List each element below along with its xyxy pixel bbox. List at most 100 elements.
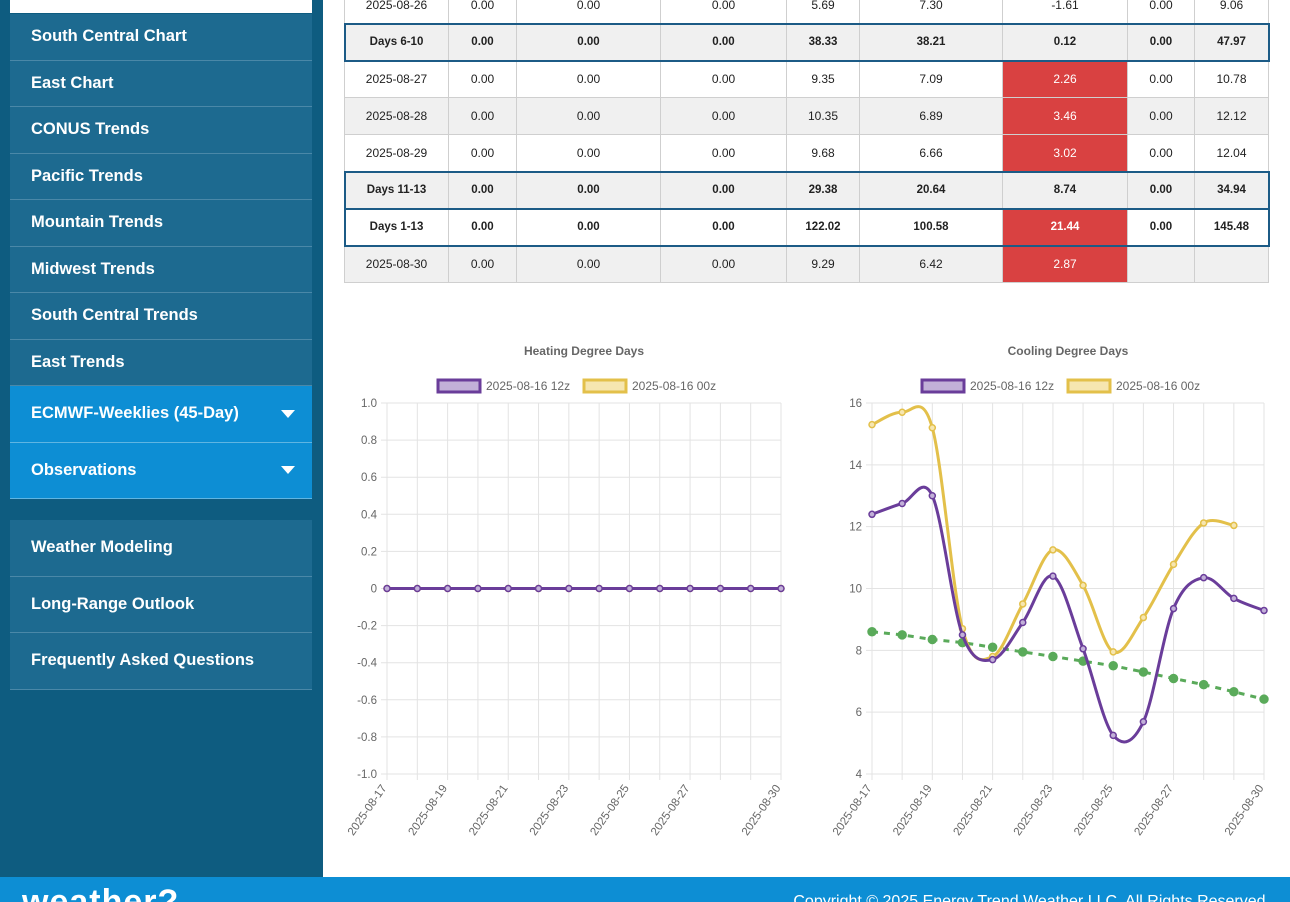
table-cell: 0.12 [1002,23,1128,61]
table-cell: 0.00 [516,208,661,246]
sidebar-item-mountain-trends[interactable]: Mountain Trends [10,200,312,247]
data-point [1019,600,1027,608]
footer-copyright: Copyright © 2025 Energy Trend Weather LL… [793,893,1270,902]
data-point [1230,521,1238,530]
table-cell: 38.21 [859,23,1003,61]
x-tick-label: 2025-08-19 [407,783,451,838]
table-cell: 34.94 [1194,171,1269,209]
table-cell: 0.00 [1127,0,1195,24]
table-cell: 0.00 [516,0,661,24]
data-point [565,584,573,593]
y-tick-label: 4 [856,769,863,781]
table-cell: 0.00 [1127,171,1195,209]
degree-days-table: 2025-08-26 0.00 0.00 0.00 5.69 7.30 -1.61 0.00 9… [343,0,1270,283]
data-point [1199,573,1208,582]
summary-row: Days 11-13 0.00 0.00 0.00 29.38 20.64 8.74 0.00… [343,170,1270,210]
data-point [1019,618,1027,627]
sidebar: South Central Chart East Chart CONUS Trend… [0,0,323,877]
table-cell: 9.29 [786,245,860,283]
table-cell: 8.74 [1002,171,1128,209]
data-point [1048,651,1058,662]
caret-down-icon[interactable] [281,466,295,475]
sidebar-expander-observations[interactable]: Observations [10,442,312,499]
sidebar-item-long-range-outlook[interactable]: Long-Range Outlook [10,576,312,633]
x-tick-label: 2025-08-30 [1223,783,1267,838]
table-cell: 0.00 [448,60,517,98]
row-label-cell: Days 1-13 [344,208,449,246]
row-label-cell: 2025-08-28 [344,97,449,135]
data-point [868,510,876,519]
table-cell: 0.00 [516,245,661,283]
x-tick-label: 2025-08-25 [588,783,632,838]
table-row: 2025-08-30 0.00 0.00 0.00 9.29 6.42 2.87 [344,245,1269,283]
table-cell: 38.33 [786,23,860,61]
sidebar-item-south-central-chart[interactable]: South Central Chart [10,14,312,61]
table-cell: 0.00 [448,171,517,209]
data-point [1049,572,1057,580]
sidebar-item-conus-trends[interactable]: CONUS Trends [10,107,312,154]
table-cell: -1.61 [1002,0,1128,24]
table-cell: 0.00 [516,134,661,172]
table-cell: 0.00 [448,97,517,135]
table-cell: 7.30 [859,0,1003,24]
table-cell: 2.26 [1002,60,1128,98]
data-point [1079,645,1087,653]
y-tick-label: 14 [849,460,862,472]
data-point [1139,613,1148,622]
data-point [898,408,906,417]
data-point [988,655,997,664]
data-point [534,584,543,593]
sidebar-item-weather-modeling[interactable]: Weather Modeling [10,520,312,577]
table-cell: 0.00 [660,171,787,209]
table-cell: 0.00 [1127,60,1195,98]
data-point [1169,604,1178,613]
table-cell: 0.00 [1127,23,1195,61]
series-line [871,630,1265,701]
y-tick-label: 0.6 [361,472,377,484]
table-cell: 0.00 [1127,208,1195,246]
sidebar-item-midwest-trends[interactable]: Midwest Trends [10,246,312,293]
legend-swatch [1066,378,1112,394]
table-cell: 10.78 [1194,60,1269,98]
footer: weather? Copyright © 2025 Energy Trend W… [0,877,1290,902]
data-point [1168,673,1179,684]
table-cell: 7.09 [859,60,1003,98]
y-tick-label: -1.0 [357,769,377,781]
data-point [474,584,482,593]
data-point [716,584,725,593]
table-cell: 0.00 [516,60,661,98]
data-point [595,584,603,593]
legend-swatch [436,378,482,394]
table-cell: 0.00 [660,245,787,283]
table-cell: 9.35 [786,60,860,98]
table-cell: 20.64 [859,171,1003,209]
sidebar-menu: South Central Chart East Chart CONUS Trend… [10,14,312,499]
sidebar-item-pacific-trends[interactable]: Pacific Trends [10,153,312,200]
data-point [1109,731,1117,740]
table-cell: 0.00 [448,208,517,246]
data-point [867,627,877,637]
data-point [958,631,967,639]
footer-logo[interactable]: weather? [22,883,180,902]
data-point [928,423,937,432]
y-tick-label: 8 [856,645,862,657]
caret-down-icon[interactable] [281,409,295,418]
row-label-cell: 2025-08-29 [344,134,449,172]
table-cell: 0.00 [660,97,787,135]
sidebar-item-east-chart[interactable]: East Chart [10,60,312,107]
y-tick-label: 0.8 [361,435,377,447]
table-cell: 6.42 [859,245,1003,283]
y-tick-label: -0.2 [357,621,377,633]
table-cell: 0.00 [448,0,517,24]
x-tick-label: 2025-08-27 [649,783,693,838]
y-tick-label: 1.0 [361,398,377,410]
sidebar-item-faq[interactable]: Frequently Asked Questions [10,633,312,690]
sidebar-top-box [10,0,312,13]
x-tick-label: 2025-08-23 [528,783,572,838]
data-point [777,584,785,593]
sidebar-item-east-trends[interactable]: East Trends [10,339,312,386]
table-row: 2025-08-29 0.00 0.00 0.00 9.68 6.66 3.02 0.00 12… [344,134,1269,172]
sidebar-item-south-central-trends[interactable]: South Central Trends [10,293,312,340]
sidebar-expander-ecmwf-weeklies[interactable]: ECMWF-Weeklies (45-Day) [10,386,312,443]
row-label-cell: 2025-08-27 [344,60,449,98]
